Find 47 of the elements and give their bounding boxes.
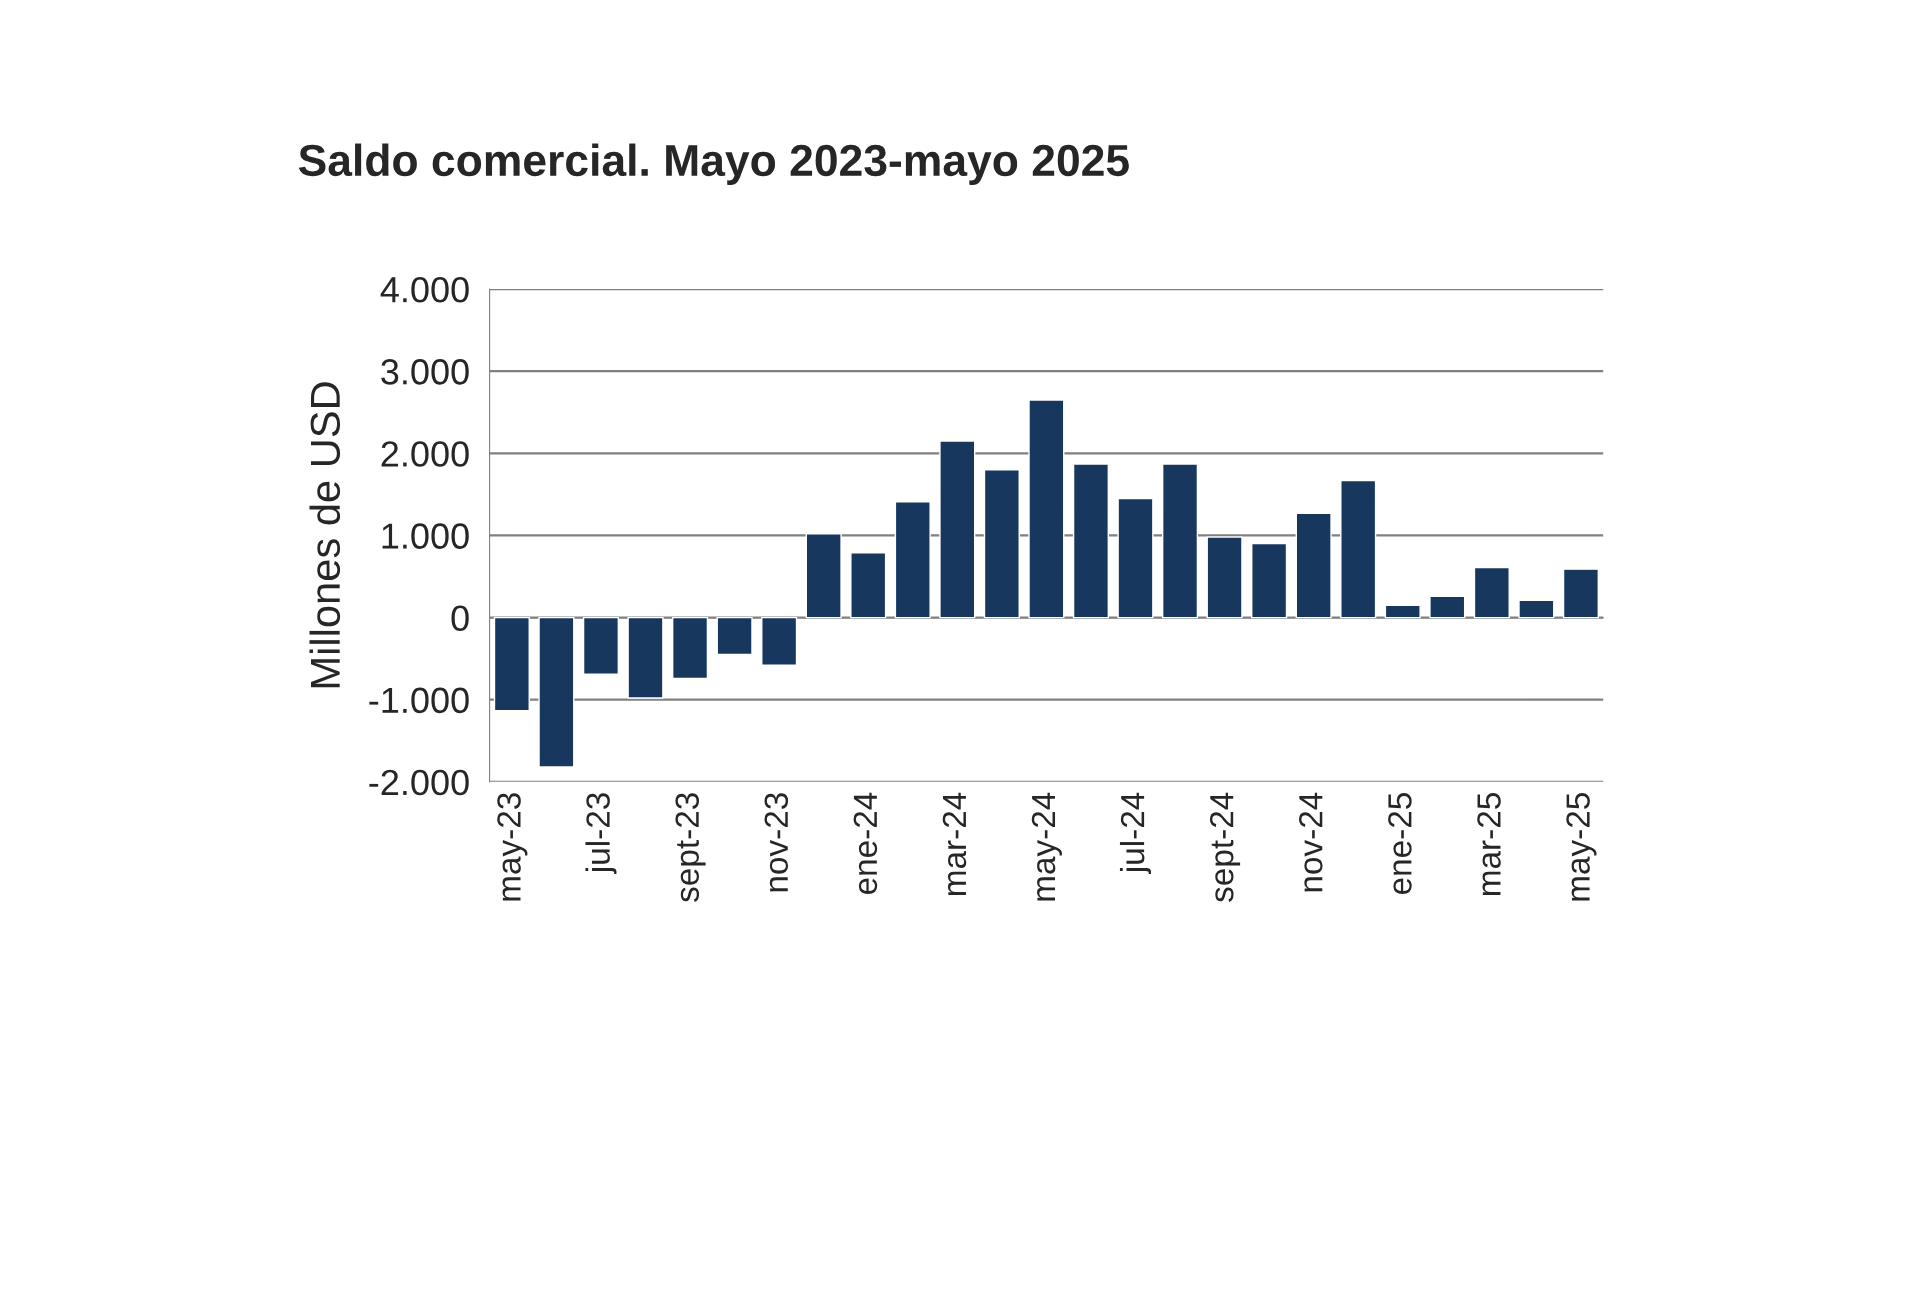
- bar: [1295, 512, 1332, 619]
- bar: [1072, 463, 1110, 619]
- x-tick-label: sept-23: [675, 793, 706, 902]
- x-tick-label: jul-23: [585, 793, 617, 875]
- bar: [1117, 497, 1154, 619]
- x-tick-label: sept-24: [1209, 792, 1241, 902]
- chart-title: Saldo comercial. Mayo 2023-mayo 2025: [298, 143, 1129, 185]
- bar: [805, 533, 842, 619]
- x-tick-label: mar-25: [1477, 793, 1501, 896]
- bar: [1518, 599, 1555, 619]
- x-tick-label: may-25: [1566, 793, 1597, 901]
- y-tick-label: -1.000: [369, 687, 469, 714]
- bar: [538, 616, 575, 768]
- y-tick-label: 1.000: [382, 523, 469, 549]
- bar: [983, 469, 1020, 619]
- bar: [1028, 399, 1065, 619]
- x-tick-label: ene-24: [853, 792, 878, 895]
- bar: [671, 616, 709, 680]
- x-tick-label: nov-23: [764, 793, 789, 892]
- bar: [716, 616, 753, 656]
- x-tick-label: may-23: [497, 793, 528, 901]
- x-tick-label: nov-24: [1299, 792, 1323, 892]
- bar: [1562, 568, 1599, 619]
- bar: [850, 552, 887, 619]
- x-tick-label: may-24: [1031, 792, 1062, 901]
- bar: [582, 616, 620, 675]
- x-tick-label: jul-24: [1119, 792, 1152, 875]
- bar: [939, 440, 976, 619]
- bar: [493, 616, 530, 712]
- y-tick-label: -2.000: [369, 769, 469, 796]
- bar: [1161, 463, 1199, 619]
- bar: [1384, 604, 1421, 619]
- bar: [894, 501, 931, 619]
- bar: [1340, 479, 1377, 619]
- bar: [1206, 536, 1243, 619]
- bar: [1251, 542, 1288, 619]
- bar: [761, 616, 798, 666]
- bar: [1429, 595, 1466, 619]
- y-tick-label: 0: [451, 605, 469, 632]
- y-tick-label: 2.000: [381, 441, 469, 467]
- x-tick-label: mar-24: [942, 792, 967, 896]
- y-tick-label: 4.000: [380, 276, 469, 303]
- bar: [627, 616, 664, 699]
- y-tick-label: 3.000: [381, 359, 469, 385]
- bar: [1473, 566, 1510, 619]
- y-axis-title: Millones de USD: [309, 382, 341, 688]
- x-tick-label: ene-25: [1388, 793, 1412, 895]
